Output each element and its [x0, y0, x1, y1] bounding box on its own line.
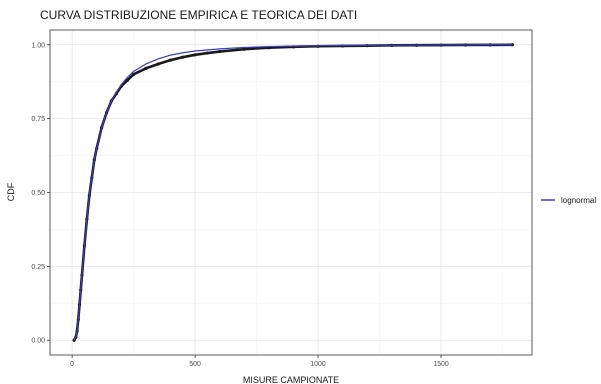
lognormal-cdf-line: [73, 44, 513, 341]
x-tick-label: 500: [189, 361, 201, 368]
y-tick-label: 1.00: [31, 42, 45, 49]
axis-ticks: 0 500 1000 1500 0.00 0.25 0.50 0.75 1.00: [31, 42, 449, 368]
y-tick-label: 0.75: [31, 116, 45, 123]
x-tick-label: 0: [70, 361, 74, 368]
y-axis-title: CDF: [6, 182, 16, 201]
chart-title: CURVA DISTRIBUZIONE EMPIRICA E TEORICA D…: [40, 8, 357, 22]
plot-data: [72, 43, 514, 342]
y-tick-label: 0.50: [31, 190, 45, 197]
legend: lognormal: [541, 196, 596, 205]
grid: [50, 30, 532, 355]
y-tick-label: 0.00: [31, 338, 45, 345]
empirical-cdf-point: [205, 51, 209, 55]
x-tick-label: 1000: [310, 361, 326, 368]
empirical-cdf-point: [132, 72, 136, 76]
empirical-cdf-point: [125, 78, 130, 82]
x-axis-title: MISURE CAMPIONATE: [243, 375, 339, 384]
empirical-cdf-point: [193, 53, 197, 57]
empirical-cdf-point: [218, 49, 222, 54]
empirical-cdf-point: [181, 55, 185, 59]
x-tick-label: 1500: [433, 361, 449, 368]
empirical-cdf-point: [156, 62, 160, 66]
legend-label-lognormal: lognormal: [561, 196, 596, 205]
empirical-cdf-point: [168, 58, 173, 62]
empirical-cdf-point: [144, 66, 148, 71]
y-tick-label: 0.25: [31, 264, 45, 271]
empirical-cdf-point: [242, 47, 246, 51]
